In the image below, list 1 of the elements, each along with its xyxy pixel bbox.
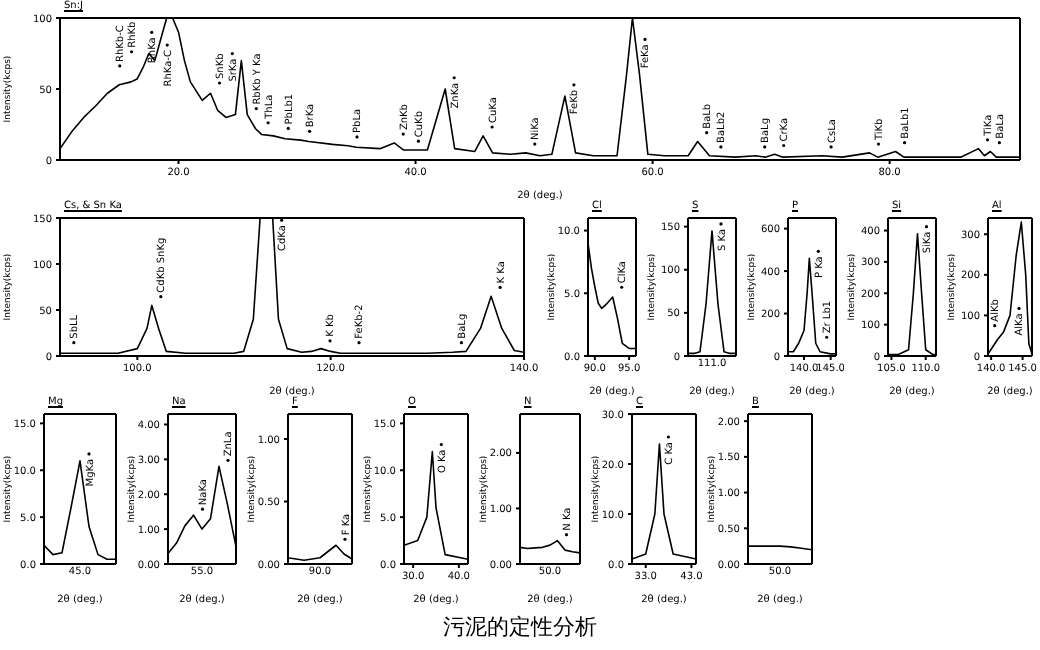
text: 污泥的定性分析	[441, 612, 599, 642]
